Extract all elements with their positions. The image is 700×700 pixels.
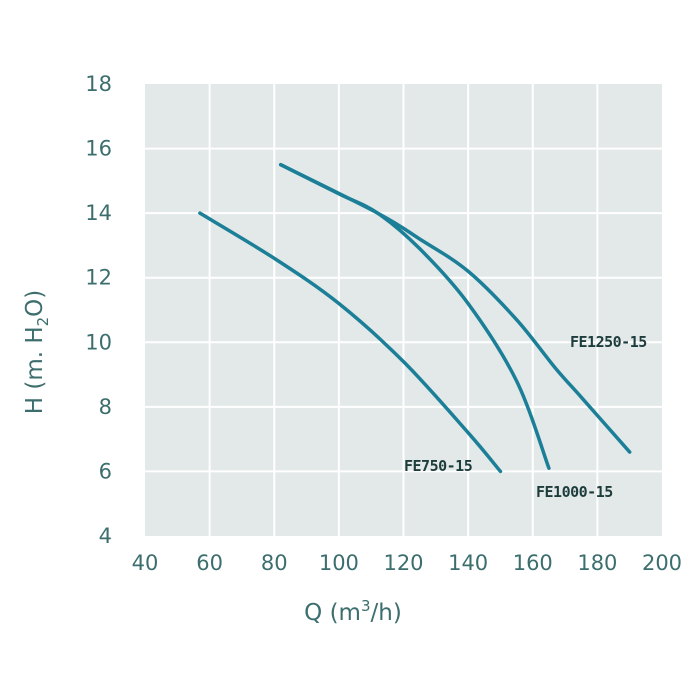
grid-lines: [145, 84, 662, 536]
x-tick-label: 60: [196, 551, 223, 575]
series-curves: [198, 162, 632, 474]
y-axis-title: H (m. H2O): [22, 290, 52, 415]
x-tick-label: 160: [513, 551, 553, 575]
y-tick-label: 16: [85, 137, 112, 161]
y-tick-labels: 4 6 8 10 12 14 16 18: [85, 72, 112, 548]
x-tick-label: 180: [577, 551, 617, 575]
x-tick-label: 80: [261, 551, 288, 575]
series-label-fe1000: FE1000-15: [536, 483, 613, 501]
y-tick-label: 18: [85, 72, 112, 96]
x-tick-label: 100: [319, 551, 359, 575]
x-tick-label: 120: [383, 551, 423, 575]
x-axis-title: Q (m3/h): [304, 597, 402, 626]
series-label-fe1250: FE1250-15: [570, 333, 647, 351]
y-tick-label: 12: [85, 266, 112, 290]
series-label-fe750: FE750-15: [404, 457, 473, 475]
series-line-fe1250: [278, 162, 632, 454]
y-tick-label: 6: [99, 459, 112, 483]
y-tick-label: 10: [85, 330, 112, 354]
x-tick-labels: 40 60 80 100 120 140 160 180 200: [132, 551, 682, 575]
y-tick-label: 14: [85, 201, 112, 225]
y-tick-label: 4: [99, 524, 112, 548]
series-line-fe750: [198, 211, 503, 474]
y-tick-label: 8: [99, 395, 112, 419]
x-tick-label: 200: [642, 551, 682, 575]
x-tick-label: 140: [448, 551, 488, 575]
x-tick-label: 40: [132, 551, 159, 575]
